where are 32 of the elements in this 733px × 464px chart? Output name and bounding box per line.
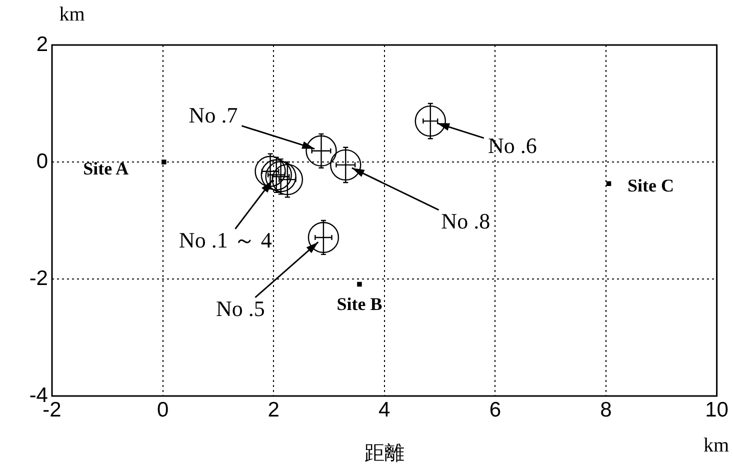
annotation: No .8 [441,208,490,234]
annotation: Site C [628,175,674,196]
point [254,156,286,187]
point [306,135,337,166]
point [414,105,446,137]
y-tick-label: -2 [29,266,48,290]
point [606,181,612,186]
y-tick-label: -4 [29,384,48,407]
annotation: Site B [336,294,382,314]
y-tick-label: 0 [36,150,48,173]
point [330,149,362,181]
x-tick-label: 10 [705,398,728,422]
y-axis-title: km [59,3,86,26]
annotation: No .6 [488,132,537,158]
x-tick-label: 0 [156,398,169,422]
point [357,282,362,287]
x-tick-label: 4 [378,398,391,422]
annotation: Site A [83,158,129,179]
annotation: No .7 [188,102,238,128]
x-tick-label: 2 [268,398,280,422]
x-axis-title: 距離 [364,442,404,464]
point [308,222,340,254]
x-tick-label: 6 [489,398,502,422]
text: km [703,434,730,456]
point [272,164,304,196]
x-tick-label: 8 [600,398,612,422]
point [265,161,296,192]
point [162,160,166,164]
point [260,159,292,190]
y-tick-label: 2 [36,32,48,56]
annotation: No .1 ～ 4 [178,228,272,253]
annotation: No .5 [216,296,265,322]
